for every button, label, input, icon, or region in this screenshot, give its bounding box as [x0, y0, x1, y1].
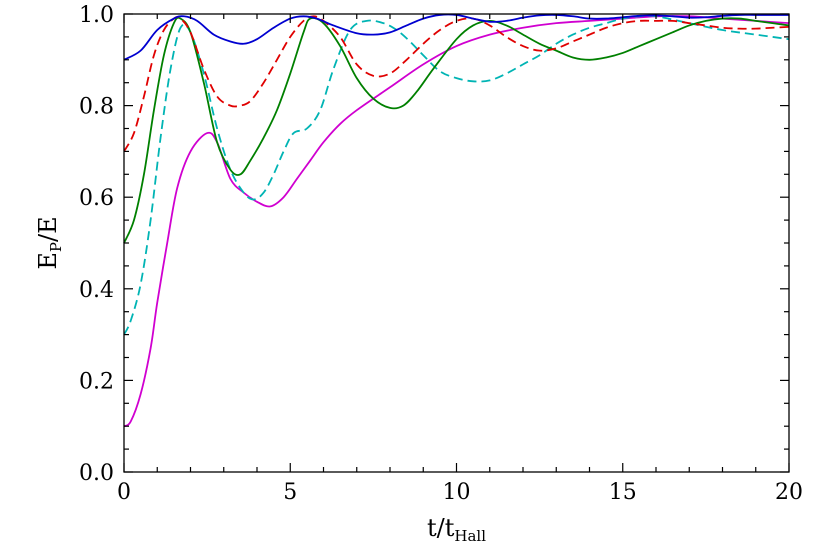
y-tick-label: 0.0 [79, 461, 114, 486]
x-axis-label-sub: Hall [454, 527, 486, 545]
series-line-3 [123, 16, 790, 244]
x-axis-label-main: t/t [427, 514, 455, 542]
x-tick-label: 5 [283, 480, 297, 505]
x-axis-label: t/tHall [427, 514, 486, 545]
y-axis-label-rest: /E [34, 216, 62, 242]
y-tick-label: 0.6 [79, 186, 114, 211]
x-tick-label: 0 [117, 480, 131, 505]
x-tick-label: 20 [775, 480, 803, 505]
series-line-2 [123, 14, 790, 336]
y-axis-label-sub: P [47, 242, 65, 252]
tick-layer: 0 5 10 15 20 0.0 0.2 0.4 0.6 0.8 1.0 [79, 3, 803, 505]
y-axis-label-main: E [34, 252, 62, 270]
y-axis-label: EP/E [34, 216, 65, 269]
series-line-4 [123, 15, 790, 152]
x-tick-label: 15 [609, 480, 637, 505]
y-tick-label: 0.4 [79, 278, 114, 303]
y-tick-label: 0.8 [79, 95, 114, 120]
y-tick-label: 0.2 [79, 369, 114, 394]
series-layer [123, 13, 790, 428]
x-tick-label: 10 [443, 480, 471, 505]
y-tick-label: 1.0 [79, 3, 114, 28]
series-line-1 [123, 15, 790, 428]
plot-frame [123, 13, 790, 473]
